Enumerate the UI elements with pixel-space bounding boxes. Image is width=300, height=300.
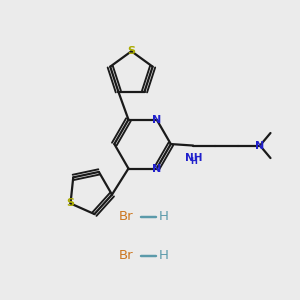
Text: S: S [128, 46, 135, 56]
Text: H: H [190, 157, 197, 166]
Text: H: H [159, 249, 169, 262]
Text: Br: Br [119, 249, 134, 262]
Text: N: N [152, 164, 161, 173]
Text: Br: Br [119, 210, 134, 224]
Text: N: N [152, 115, 161, 124]
Text: S: S [67, 198, 74, 208]
Text: N: N [255, 140, 265, 151]
Text: NH: NH [185, 153, 203, 163]
Text: H: H [159, 210, 169, 224]
